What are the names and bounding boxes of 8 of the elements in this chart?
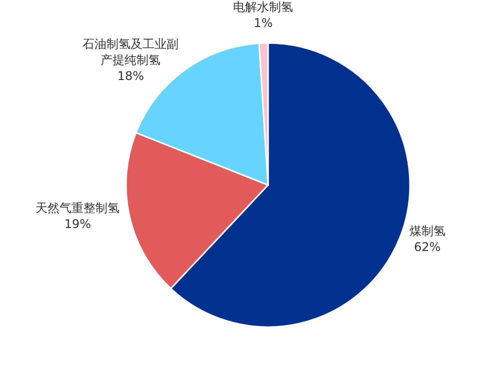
data-label: 19% bbox=[64, 217, 91, 232]
data-label: 18% bbox=[117, 69, 144, 84]
data-label: 62% bbox=[414, 240, 441, 254]
slice-label: 天然气重整制氢 bbox=[36, 201, 120, 216]
slice-label: 煤制氢 bbox=[409, 224, 446, 238]
slice-label: 电解水制氢 bbox=[233, 0, 294, 14]
data-label: 1% bbox=[254, 16, 273, 30]
slice-label: 石油制氢及工业副产提纯制氢 bbox=[82, 37, 179, 68]
